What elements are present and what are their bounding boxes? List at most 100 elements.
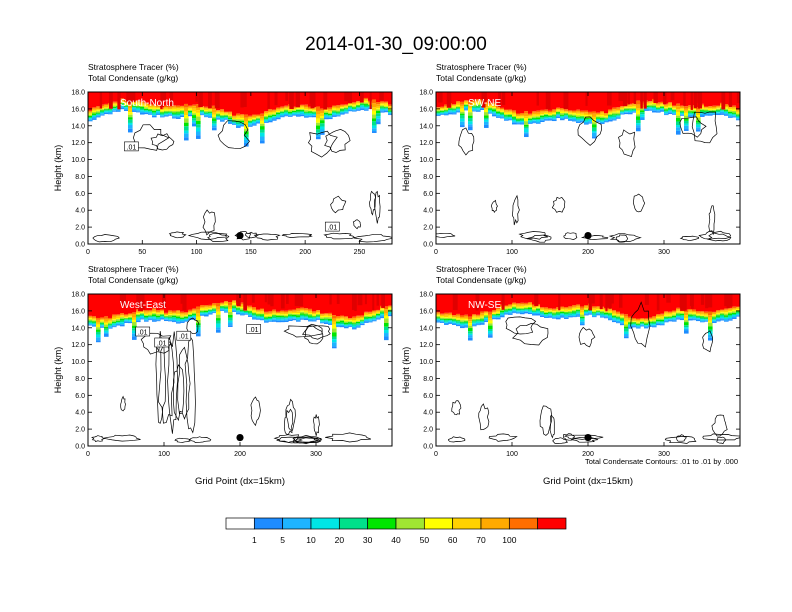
tracer-cell	[520, 113, 525, 115]
tracer-cell	[88, 321, 93, 323]
tracer-cell	[644, 320, 649, 322]
tracer-cell	[452, 104, 457, 105]
y-axis-label: Height (km)	[401, 145, 411, 192]
tracer-cell	[512, 118, 517, 121]
tracer-cell	[140, 311, 145, 313]
tracer-cell	[240, 305, 245, 308]
tracer-cell	[104, 316, 109, 319]
tracer-cell	[192, 314, 197, 316]
tracer-cell	[664, 104, 669, 106]
tracer-cell	[152, 316, 157, 318]
tracer-cell	[476, 111, 481, 112]
tracer-cell	[144, 92, 149, 103]
tracer-cell	[564, 316, 569, 318]
tracer-speckle	[728, 92, 733, 107]
tracer-cell	[244, 134, 249, 138]
tracer-cell	[320, 319, 325, 321]
tracer-cell	[272, 116, 277, 117]
tracer-cell	[192, 311, 197, 313]
tracer-cell	[672, 319, 677, 321]
tracer-cell	[736, 307, 740, 308]
tracer-cell	[164, 319, 169, 320]
tracer-cell	[264, 111, 269, 114]
tracer-cell	[712, 314, 717, 317]
tracer-cell	[452, 322, 457, 325]
tracer-cell	[604, 118, 609, 119]
tracer-cell	[452, 111, 457, 114]
tracer-cell	[552, 119, 557, 122]
tracer-cell	[456, 101, 461, 103]
tracer-cell	[532, 116, 537, 118]
tracer-cell	[88, 120, 93, 122]
tracer-cell	[508, 306, 513, 308]
tracer-cell	[352, 102, 357, 105]
condensate-contour	[120, 395, 126, 412]
tracer-cell	[596, 115, 601, 117]
tracer-cell	[732, 92, 737, 106]
tracer-cell	[636, 323, 641, 325]
tracer-cell	[712, 109, 717, 110]
tracer-cell	[580, 316, 585, 319]
tracer-speckle	[286, 294, 289, 304]
tracer-cell	[296, 314, 301, 316]
tracer-cell	[368, 311, 373, 313]
condensate-contour	[478, 403, 490, 431]
tracer-cell	[96, 331, 101, 335]
tracer-cell	[664, 312, 669, 314]
tracer-cell	[524, 302, 529, 305]
tracer-cell	[476, 92, 481, 100]
tracer-cell	[628, 107, 633, 109]
tracer-cell	[268, 118, 273, 120]
tracer-cell	[580, 319, 585, 322]
tracer-cell	[216, 329, 221, 333]
y-tick-label: 18.0	[71, 292, 85, 299]
y-tick-label: 8.0	[423, 376, 433, 383]
tracer-cell	[104, 332, 109, 334]
tracer-cell	[592, 124, 597, 128]
tracer-cell	[736, 114, 740, 116]
tracer-cell	[476, 317, 481, 319]
tracer-cell	[104, 112, 109, 113]
tracer-cell	[120, 318, 125, 321]
tracer-cell	[616, 115, 621, 117]
tracer-cell	[92, 116, 97, 119]
y-tick-label: 12.0	[71, 140, 85, 147]
tracer-cell	[684, 328, 689, 331]
tracer-cell	[728, 111, 733, 114]
tracer-cell	[116, 322, 121, 324]
tracer-cell	[604, 116, 609, 118]
tracer-cell	[596, 313, 601, 315]
tracer-cell	[700, 109, 705, 111]
tracer-cell	[480, 313, 485, 315]
tracer-cell	[564, 310, 569, 312]
tracer-cell	[176, 113, 181, 116]
tracer-cell	[648, 324, 653, 326]
tracer-cell	[628, 112, 633, 115]
tracer-cell	[536, 120, 541, 122]
tracer-cell	[92, 319, 97, 321]
tracer-cell	[144, 318, 149, 320]
tracer-cell	[336, 106, 341, 109]
tracer-cell	[480, 321, 485, 323]
tracer-cell	[436, 112, 441, 114]
tracer-cell	[312, 313, 317, 315]
tracer-cell	[336, 321, 341, 324]
tracer-cell	[356, 325, 361, 327]
tracer-cell	[640, 118, 645, 120]
tracer-speckle	[721, 92, 726, 110]
tracer-cell	[680, 105, 685, 107]
tracer-cell	[676, 111, 681, 116]
tracer-cell	[532, 111, 537, 113]
tracer-cell	[128, 318, 133, 320]
tracer-cell	[144, 319, 149, 321]
tracer-cell	[592, 111, 597, 114]
tracer-cell	[560, 116, 565, 118]
tracer-cell	[592, 311, 597, 313]
tracer-cell	[260, 118, 265, 121]
tracer-cell	[96, 113, 101, 115]
tracer-cell	[436, 313, 441, 315]
tracer-cell	[460, 294, 465, 316]
tracer-cell	[328, 312, 333, 315]
y-tick-label: 10.0	[419, 157, 433, 164]
tracer-cell	[440, 316, 445, 318]
